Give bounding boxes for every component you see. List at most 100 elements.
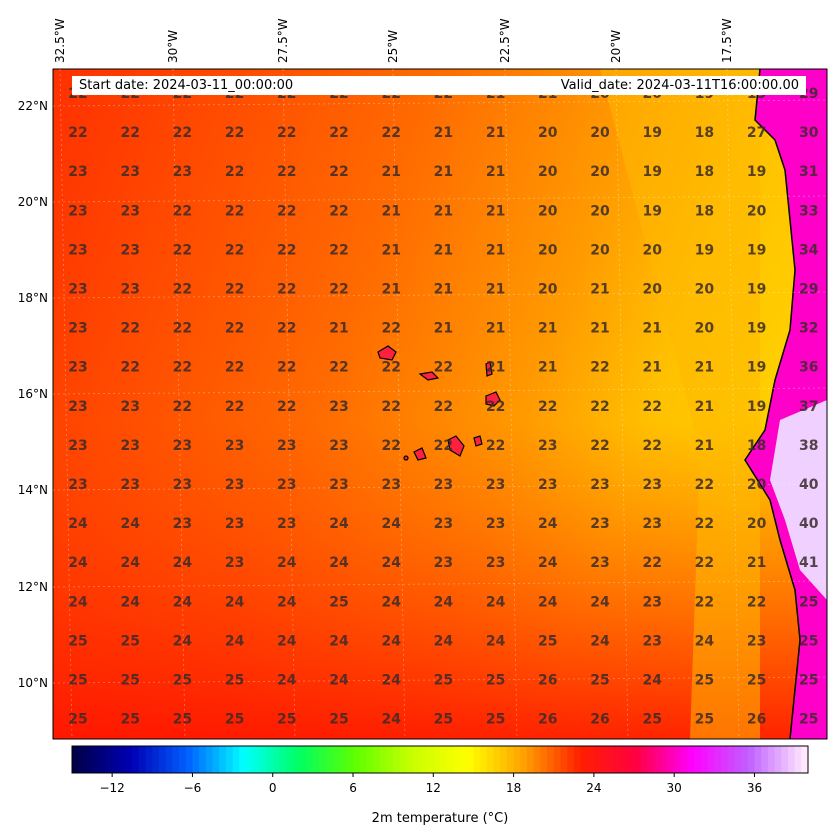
grid-value: 20 [538,164,558,180]
grid-value: 25 [695,712,714,728]
colorbar-segment [239,746,247,773]
colorbar-segment [460,746,468,773]
grid-value: 24 [329,516,349,532]
colorbar-segment [613,746,622,773]
grid-value: 23 [329,399,348,415]
colorbar-segment [446,746,454,773]
grid-value: 22 [225,242,244,258]
grid-value: 22 [381,360,400,376]
colorbar-segment [98,746,107,773]
grid-value: 24 [173,555,193,571]
grid-value: 24 [329,555,349,571]
grid-value: 26 [538,673,557,689]
grid-value: 23 [68,282,87,298]
grid-value: 21 [486,360,505,376]
grid-value: 22 [590,360,609,376]
grid-value: 22 [120,321,139,337]
grid-value: 20 [538,125,558,141]
grid-value: 23 [538,438,557,454]
colorbar-segment [453,746,461,773]
grid-value: 24 [642,673,662,689]
colorbar-segment [426,746,434,773]
grid-value: 25 [120,673,139,689]
grid-value: 22 [695,555,714,571]
grid-value: 24 [68,555,88,571]
grid-value: 21 [486,125,505,141]
grid-value: 23 [225,438,244,454]
colorbar-segment [721,746,729,773]
grid-value: 23 [68,242,87,258]
colorbar-segment [413,746,421,773]
grid-value: 21 [538,360,557,376]
colorbar-segment [513,746,521,773]
grid-value: 22 [381,321,400,337]
grid-value: 21 [486,203,505,219]
grid-value: 23 [120,477,139,493]
colorbar-segment [754,746,762,773]
colorbar-segment [714,746,722,773]
lon-label: 22.5°W [498,18,512,63]
grid-value: 23 [173,516,192,532]
grid-value: 25 [225,673,244,689]
colorbar-segment [727,746,735,773]
lon-label: 20°W [609,30,623,63]
grid-value: 20 [590,164,610,180]
lat-label: 10°N [18,676,48,690]
colorbar-segment [292,746,301,773]
colorbar-segment [419,746,428,773]
grid-value: 23 [68,360,87,376]
grid-value: 24 [695,633,715,649]
grid-value: 23 [538,477,557,493]
grid-value: 22 [120,125,139,141]
colorbar-tick-label: −12 [99,781,124,795]
colorbar-segment [172,746,180,773]
grid-value: 23 [120,438,139,454]
colorbar-segment [466,746,475,773]
grid-value: 22 [329,203,348,219]
colorbar-segment [399,746,408,773]
lat-label: 20°N [18,195,48,209]
grid-value: 20 [747,516,767,532]
colorbar-label: 2m temperature (°C) [372,811,509,826]
grid-value: 34 [799,242,819,258]
colorbar-segment [600,746,608,773]
colorbar-segment [747,746,756,773]
colorbar-segment [359,746,367,773]
colorbar-segment [185,746,194,773]
grid-value: 23 [68,203,87,219]
colorbar-segment [393,746,401,773]
grid-value: 25 [642,712,661,728]
coastal-cool-band [600,69,760,739]
lat-label: 12°N [18,580,48,594]
colorbar-segment [132,746,140,773]
grid-value: 22 [225,321,244,337]
grid-value: 23 [486,516,505,532]
grid-value: 23 [68,164,87,180]
grid-value: 22 [173,399,192,415]
grid-value: 21 [381,282,400,298]
map-frame [52,68,828,740]
colorbar-segment [219,746,227,773]
grid-value: 22 [329,242,348,258]
grid-value: 25 [329,712,348,728]
grid-value: 24 [381,594,401,610]
grid-value: 23 [120,164,139,180]
grid-value: 21 [381,203,400,219]
grid-value: 20 [747,477,767,493]
colorbar-segment [620,746,628,773]
grid-value: 25 [695,673,714,689]
colorbar-segment [225,746,234,773]
grid-value: 22 [486,438,505,454]
grid-value: 20 [642,282,662,298]
longitude-labels: 32.5°W 30°W 27.5°W 25°W 22.5°W 20°W 17.5°W [53,18,734,63]
grid-value: 24 [225,633,245,649]
colorbar-segment [660,746,669,773]
grid-value: 23 [434,555,453,571]
colorbar-segment [761,746,769,773]
grid-value: 23 [642,594,661,610]
colorbar-segment [781,746,789,773]
grid-value: 18 [695,164,714,180]
grid-value: 21 [695,360,714,376]
colorbar-segment [312,746,321,773]
grid-value: 24 [381,712,401,728]
